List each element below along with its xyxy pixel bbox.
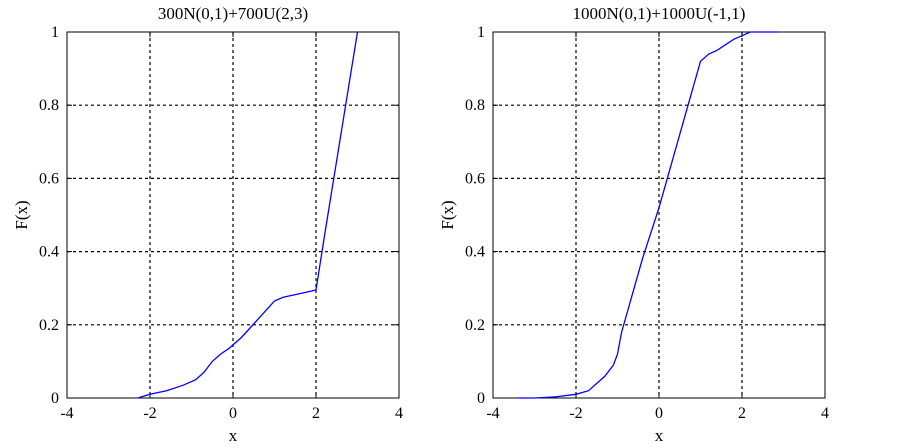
y-tick-label: 0 xyxy=(477,390,485,407)
x-axis-label: x xyxy=(229,426,238,445)
y-tick-label: 0.4 xyxy=(39,244,59,261)
y-tick-label: 0.2 xyxy=(39,317,59,334)
cdf-line xyxy=(517,31,780,399)
cdf-line xyxy=(137,31,359,399)
chart-title: 300N(0,1)+700U(2,3) xyxy=(158,4,308,23)
x-tick-label: -4 xyxy=(486,405,499,422)
x-axis-label: x xyxy=(655,426,664,445)
y-tick-label: 0.8 xyxy=(465,97,485,114)
y-tick-label: 0.6 xyxy=(39,170,59,187)
x-tick-label: -2 xyxy=(569,405,582,422)
x-tick-label: 0 xyxy=(229,405,237,422)
chart-panel-2: -4 -2 0 2 4 0 0.2 0.4 0.6 0.8 1 1000N(0,1)+1000U(-1… xyxy=(438,4,829,445)
x-tick-label: 2 xyxy=(738,405,746,422)
y-axis-label: F(x) xyxy=(12,200,31,229)
y-tick-label: 1 xyxy=(477,24,485,41)
y-tick-label: 0.2 xyxy=(465,317,485,334)
chart-title: 1000N(0,1)+1000U(-1,1) xyxy=(573,4,746,23)
chart-panel-1: -4 -2 0 2 4 0 0.2 0.4 0.6 0.8 1 300N(0,1)+700U(2,3)… xyxy=(12,4,403,445)
y-tick-label: 0.8 xyxy=(39,97,59,114)
y-tick-label: 0.4 xyxy=(465,244,485,261)
y-tick-label: 0.6 xyxy=(465,170,485,187)
x-tick-label: -4 xyxy=(60,405,73,422)
x-tick-label: 0 xyxy=(655,405,663,422)
y-axis-label: F(x) xyxy=(438,200,457,229)
x-tick-label: 4 xyxy=(395,405,403,422)
y-tick-label: 0 xyxy=(51,390,59,407)
y-tick-label: 1 xyxy=(51,24,59,41)
x-tick-label: -2 xyxy=(143,405,156,422)
x-tick-label: 2 xyxy=(312,405,320,422)
x-tick-label: 4 xyxy=(821,405,829,422)
